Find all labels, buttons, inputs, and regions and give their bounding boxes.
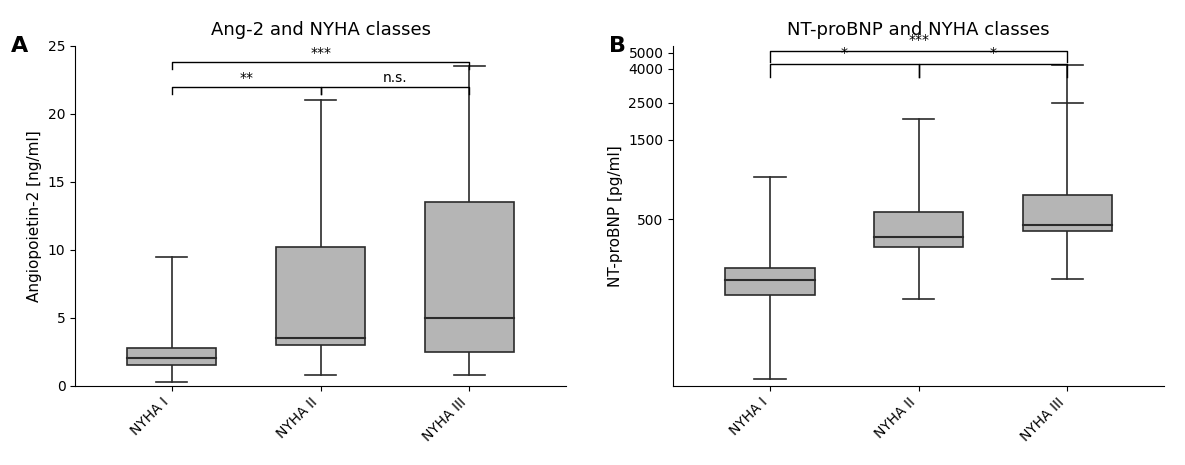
Y-axis label: NT-proBNP [pg/ml]: NT-proBNP [pg/ml]: [608, 145, 623, 287]
Text: A: A: [12, 36, 28, 56]
Title: Ang-2 and NYHA classes: Ang-2 and NYHA classes: [211, 21, 430, 39]
Bar: [276, 247, 365, 345]
Y-axis label: Angiopoietin-2 [ng/ml]: Angiopoietin-2 [ng/ml]: [27, 130, 43, 302]
Text: ***: ***: [908, 33, 929, 47]
Bar: [424, 202, 514, 352]
Text: B: B: [609, 36, 627, 56]
Bar: [725, 268, 814, 295]
Title: NT-proBNP and NYHA classes: NT-proBNP and NYHA classes: [787, 21, 1050, 39]
Text: *: *: [841, 46, 847, 60]
Text: n.s.: n.s.: [383, 71, 408, 85]
Text: **: **: [239, 71, 254, 85]
Bar: [875, 212, 963, 247]
Bar: [1023, 195, 1112, 231]
Text: *: *: [989, 46, 997, 60]
Bar: [127, 348, 217, 365]
Text: ***: ***: [310, 46, 331, 60]
